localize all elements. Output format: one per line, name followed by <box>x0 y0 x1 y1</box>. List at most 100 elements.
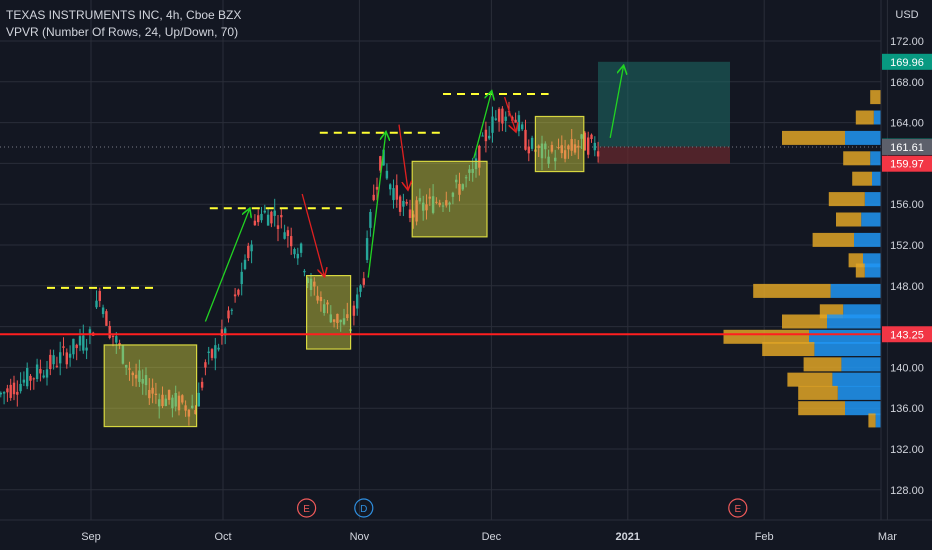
candle-body <box>415 200 418 222</box>
candle-body <box>273 210 276 216</box>
candle-body <box>392 188 395 201</box>
candle-body <box>138 370 141 382</box>
candles <box>0 101 600 426</box>
candle-body <box>375 186 379 190</box>
time-tick-label: Sep <box>81 531 101 543</box>
candle-body <box>408 209 412 218</box>
candle-body <box>481 135 484 137</box>
candle-body <box>365 238 369 260</box>
candle-body <box>352 305 356 316</box>
candle-body <box>497 108 501 122</box>
volume-down-bar <box>852 171 872 186</box>
candle-body <box>342 318 346 325</box>
candle-body <box>131 372 134 376</box>
target-zone <box>598 61 730 147</box>
candle-body <box>151 387 154 394</box>
candle-body <box>45 369 49 378</box>
volume-up-bar <box>845 401 881 416</box>
candle-body <box>263 210 266 213</box>
candle-body <box>253 220 257 226</box>
price-badge-label: 169.96 <box>890 57 924 69</box>
candle-body <box>154 393 158 396</box>
candle-body <box>55 365 59 367</box>
time-tick-label: Nov <box>350 531 370 543</box>
candle-body <box>425 204 428 211</box>
candle-body <box>115 336 118 343</box>
candle-body <box>2 392 6 394</box>
candle-body <box>257 215 260 223</box>
candle-body <box>596 151 600 157</box>
candle-body <box>299 243 303 253</box>
candle-body <box>313 281 316 287</box>
candle-body <box>554 157 557 162</box>
volume-down-bar <box>798 385 838 400</box>
candle-body <box>540 143 544 159</box>
time-tick-label: Dec <box>482 531 502 543</box>
candle-body <box>557 147 560 149</box>
candle-body <box>72 338 75 355</box>
candle-body <box>227 310 230 319</box>
candle-body <box>346 314 349 318</box>
candle-body <box>527 146 530 154</box>
candle-body <box>385 170 389 179</box>
volume-down-bar <box>782 130 845 145</box>
candle-body <box>82 335 85 351</box>
volume-down-bar <box>868 413 876 428</box>
price-badge <box>882 138 932 155</box>
candle-body <box>445 200 448 206</box>
volume-up-bar <box>845 130 881 145</box>
candle-body <box>108 325 111 339</box>
indicator-label[interactable]: VPVR (Number Of Rows, 24, Up/Down, 70) <box>6 25 239 39</box>
volume-down-bar <box>836 212 862 227</box>
candle-body <box>22 379 26 383</box>
candle-body <box>293 249 296 255</box>
consolidation-boxes <box>103 115 585 428</box>
candle-body <box>451 192 455 197</box>
volume-up-bar <box>861 212 881 227</box>
candle-body <box>240 271 243 285</box>
candle-body <box>191 405 194 408</box>
candle-body <box>428 196 431 199</box>
candle-body <box>501 108 504 124</box>
time-tick-label: Oct <box>214 531 231 543</box>
candle-body <box>356 294 359 309</box>
price-badge-label: 161.61 <box>890 142 924 154</box>
candle-body <box>233 294 237 297</box>
candle-body <box>16 391 19 395</box>
candle-body <box>306 278 309 284</box>
candle-body <box>560 145 563 154</box>
price-tick-label: 172.00 <box>890 36 924 48</box>
candle-body <box>517 115 521 132</box>
candle-body <box>174 392 177 407</box>
candle-body <box>230 309 233 311</box>
candle-body <box>68 353 72 358</box>
candle-body <box>587 137 590 155</box>
consolidation-box <box>411 160 488 238</box>
dividend-marker <box>354 498 374 518</box>
time-tick-label: Mar <box>878 531 897 543</box>
candle-body <box>260 213 263 221</box>
candle-body <box>6 388 9 393</box>
candle-body <box>197 392 200 407</box>
candle-body <box>59 352 62 364</box>
candle-body <box>88 329 92 334</box>
volume-down-bar <box>855 263 865 278</box>
candle-body <box>187 409 191 417</box>
candle-body <box>118 342 121 345</box>
candle-body <box>237 289 240 295</box>
candle-body <box>144 375 148 386</box>
candle-body <box>98 291 101 301</box>
candle-body <box>207 351 210 353</box>
candle-body <box>32 378 35 380</box>
candle-body <box>101 307 105 315</box>
volume-up-bar <box>809 329 881 344</box>
candle-body <box>471 168 474 173</box>
candle-body <box>550 145 554 152</box>
candle-body <box>379 156 382 171</box>
candle-body <box>161 394 164 407</box>
candle-body <box>590 134 593 140</box>
candle-body <box>35 364 39 380</box>
candle-body <box>181 395 184 403</box>
candle-body <box>332 319 336 322</box>
